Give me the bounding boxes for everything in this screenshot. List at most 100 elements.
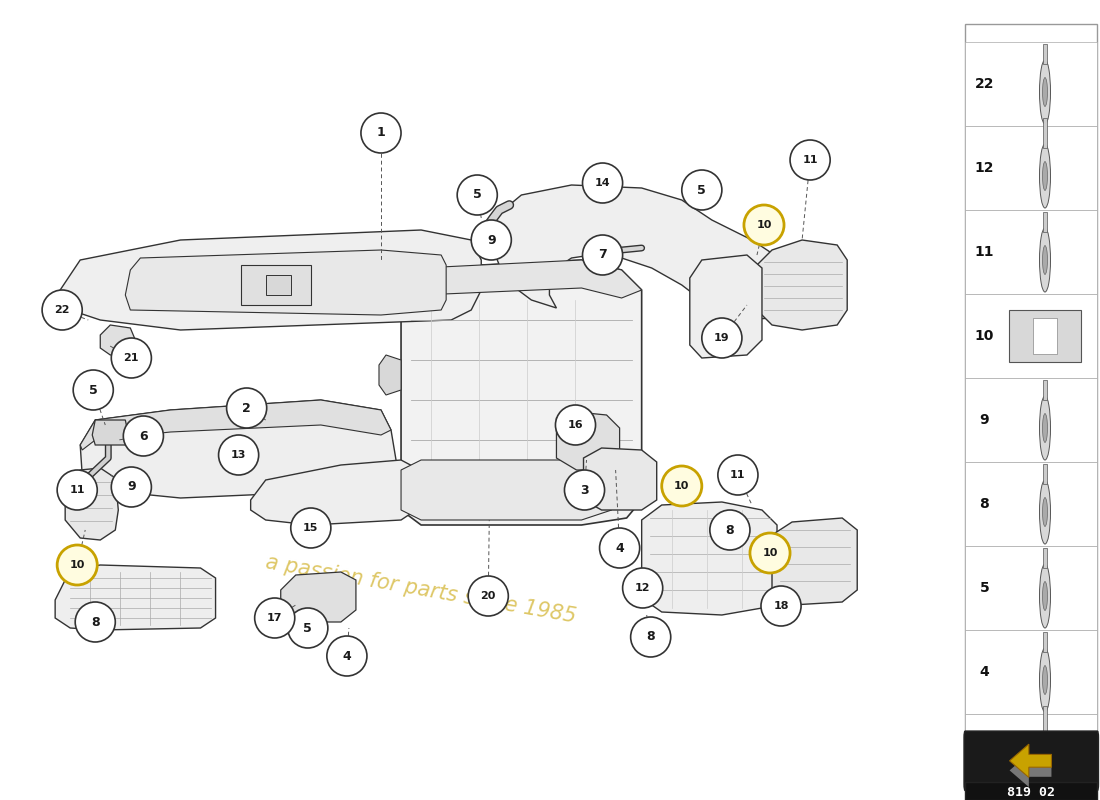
Text: 11: 11 xyxy=(730,470,746,480)
Circle shape xyxy=(556,405,595,445)
Circle shape xyxy=(1043,414,1047,442)
Circle shape xyxy=(1040,648,1050,712)
FancyBboxPatch shape xyxy=(1010,310,1080,362)
Bar xyxy=(1043,380,1047,400)
Bar xyxy=(1043,118,1047,148)
Text: 22: 22 xyxy=(975,77,994,91)
Text: 11: 11 xyxy=(69,485,85,495)
FancyBboxPatch shape xyxy=(966,546,1098,630)
Text: 9: 9 xyxy=(487,234,496,246)
Circle shape xyxy=(288,608,328,648)
Circle shape xyxy=(255,598,295,638)
Text: 5: 5 xyxy=(473,189,482,202)
Bar xyxy=(1043,706,1047,736)
Circle shape xyxy=(1043,666,1047,694)
Circle shape xyxy=(74,370,113,410)
Polygon shape xyxy=(241,265,311,305)
FancyBboxPatch shape xyxy=(966,294,1098,378)
Circle shape xyxy=(1040,396,1050,460)
Circle shape xyxy=(471,220,512,260)
Circle shape xyxy=(1043,498,1047,526)
Text: 1: 1 xyxy=(376,126,385,139)
Circle shape xyxy=(1043,246,1047,274)
Text: 5: 5 xyxy=(980,581,989,595)
Circle shape xyxy=(1040,480,1050,544)
FancyBboxPatch shape xyxy=(966,630,1098,714)
Text: 8: 8 xyxy=(980,497,989,511)
Text: 9: 9 xyxy=(980,413,989,427)
Circle shape xyxy=(1043,78,1047,106)
Text: 8: 8 xyxy=(647,630,654,643)
Text: 16: 16 xyxy=(568,420,583,430)
Circle shape xyxy=(583,235,623,275)
Circle shape xyxy=(630,617,671,657)
Polygon shape xyxy=(757,240,847,330)
Polygon shape xyxy=(402,260,641,298)
Text: 7: 7 xyxy=(598,249,607,262)
Polygon shape xyxy=(492,185,792,320)
Circle shape xyxy=(744,205,784,245)
Circle shape xyxy=(1040,228,1050,292)
Circle shape xyxy=(1043,750,1047,778)
Polygon shape xyxy=(1010,744,1052,778)
Circle shape xyxy=(718,455,758,495)
Circle shape xyxy=(42,290,82,330)
Circle shape xyxy=(111,467,152,507)
Polygon shape xyxy=(280,572,356,622)
Bar xyxy=(1043,632,1047,652)
Text: 4: 4 xyxy=(342,650,351,662)
FancyBboxPatch shape xyxy=(966,378,1098,462)
FancyBboxPatch shape xyxy=(966,782,1098,800)
Text: 819 02: 819 02 xyxy=(1008,786,1055,798)
Text: 9: 9 xyxy=(126,481,135,494)
FancyBboxPatch shape xyxy=(964,731,1098,790)
Circle shape xyxy=(361,113,402,153)
Circle shape xyxy=(1040,564,1050,628)
Circle shape xyxy=(111,338,152,378)
Bar xyxy=(1043,548,1047,568)
Text: 15: 15 xyxy=(304,523,319,533)
Circle shape xyxy=(1043,582,1047,610)
Text: 8: 8 xyxy=(91,615,100,629)
Text: 5: 5 xyxy=(304,622,312,634)
FancyBboxPatch shape xyxy=(966,714,1098,798)
FancyBboxPatch shape xyxy=(966,24,1098,736)
Polygon shape xyxy=(92,420,129,445)
Circle shape xyxy=(750,533,790,573)
Polygon shape xyxy=(557,412,619,470)
Text: 3: 3 xyxy=(580,483,588,497)
Circle shape xyxy=(682,170,722,210)
Text: 2: 2 xyxy=(242,402,251,414)
Text: 12: 12 xyxy=(975,161,994,175)
Circle shape xyxy=(1040,732,1050,796)
Text: a passion for parts since 1985: a passion for parts since 1985 xyxy=(264,553,578,627)
Circle shape xyxy=(790,140,830,180)
Text: 5: 5 xyxy=(697,183,706,197)
FancyBboxPatch shape xyxy=(966,210,1098,294)
Circle shape xyxy=(710,510,750,550)
Text: 10: 10 xyxy=(69,560,85,570)
Text: 13: 13 xyxy=(231,450,246,460)
Text: 12: 12 xyxy=(635,583,650,593)
Text: 21: 21 xyxy=(123,353,139,363)
FancyBboxPatch shape xyxy=(966,462,1098,546)
Polygon shape xyxy=(641,502,777,615)
Circle shape xyxy=(583,163,623,203)
Polygon shape xyxy=(690,255,762,358)
Polygon shape xyxy=(251,460,421,525)
Circle shape xyxy=(564,470,605,510)
Text: 17: 17 xyxy=(267,613,283,623)
Circle shape xyxy=(1040,144,1050,208)
Polygon shape xyxy=(402,260,641,525)
Circle shape xyxy=(123,416,164,456)
FancyBboxPatch shape xyxy=(1033,318,1057,354)
Text: 22: 22 xyxy=(54,305,70,315)
Bar xyxy=(1043,44,1047,64)
Text: 11: 11 xyxy=(975,245,994,259)
Text: 10: 10 xyxy=(757,220,772,230)
Text: 8: 8 xyxy=(726,523,734,537)
Polygon shape xyxy=(772,518,857,605)
Polygon shape xyxy=(55,565,216,630)
Circle shape xyxy=(458,175,497,215)
Circle shape xyxy=(1043,162,1047,190)
